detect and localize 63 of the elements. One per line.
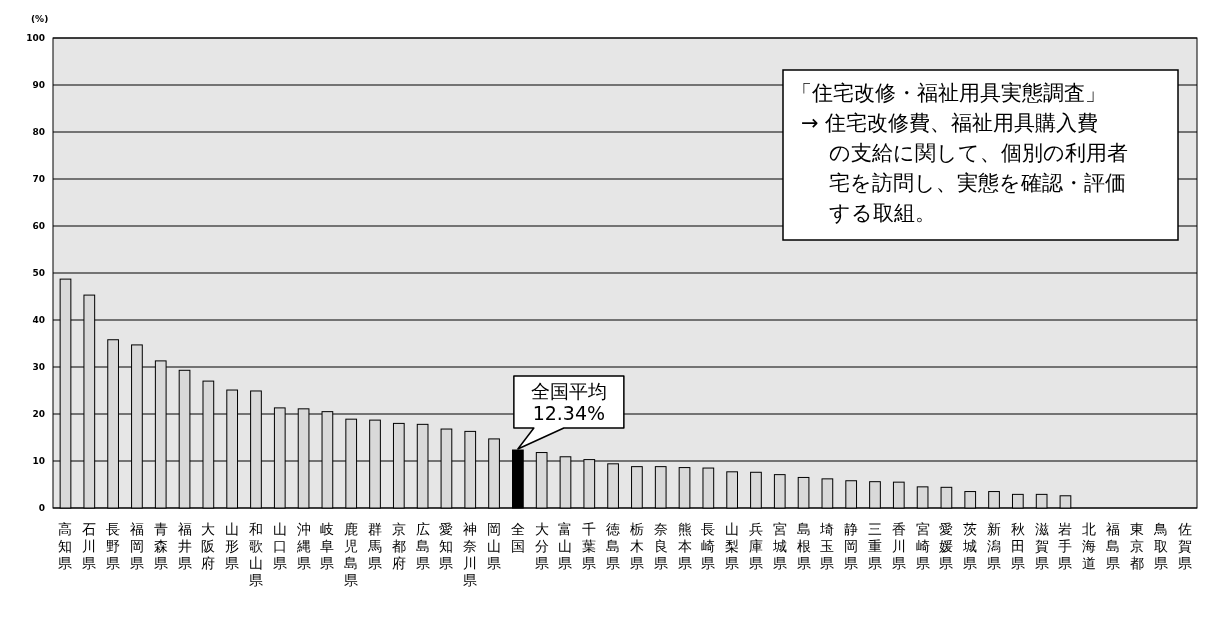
x-tick-label: 愛知県: [439, 521, 454, 571]
x-tick-label: 岡山県: [487, 521, 502, 571]
x-tick-label: 鳥取県: [1152, 521, 1168, 571]
y-tick-label: 90: [32, 80, 45, 90]
x-tick-label: 和歌山県: [248, 521, 263, 588]
x-tick-label: 石川県: [82, 521, 97, 571]
x-tick-label: 京都府: [391, 521, 406, 571]
y-tick-label: 0: [38, 503, 45, 513]
x-tick-label: 滋賀県: [1034, 521, 1049, 571]
x-tick-label: 大分県: [534, 521, 549, 571]
x-tick-label: 佐賀県: [1177, 521, 1192, 571]
y-tick-label: 30: [32, 362, 45, 372]
x-tick-label: 群馬県: [367, 521, 383, 571]
annotation: 「住宅改修・福祉用具実態調査」: [791, 81, 1106, 105]
x-tick-label: 東京都: [1129, 521, 1144, 571]
y-tick-label: 100: [26, 33, 45, 43]
x-tick-label: 福島県: [1106, 521, 1121, 571]
x-tick-label: 愛媛県: [939, 521, 954, 571]
x-tick-label: 福岡県: [129, 521, 144, 571]
y-tick-label: 60: [32, 221, 45, 231]
x-tick-label: 神奈川県: [463, 521, 478, 588]
y-tick-label: 80: [32, 127, 45, 137]
x-tick-label: 宮崎県: [915, 521, 930, 571]
x-tick-label: 奈良県: [653, 521, 668, 571]
x-tick-label: 鹿児島県: [344, 521, 359, 588]
x-tick-label: 徳島県: [606, 521, 621, 571]
x-tick-label: 岐阜県: [320, 521, 335, 571]
x-tick-label: 岩手県: [1058, 521, 1073, 571]
x-tick-label: 静岡県: [844, 521, 859, 571]
y-axis-title: (%): [31, 14, 49, 24]
x-tick-label: 青森県: [153, 521, 168, 571]
x-tick-label: 新潟県: [987, 521, 1002, 571]
x-tick-label: 宮城県: [771, 521, 787, 571]
x-tick-label: 長野県: [106, 521, 121, 571]
y-tick-label: 70: [32, 174, 45, 184]
x-tick-label: 高知県: [58, 521, 73, 571]
x-tick-label: 熊本県: [677, 521, 692, 571]
x-tick-label: 全国: [510, 521, 525, 554]
annotation: 全国平均 12.34%: [530, 380, 607, 424]
x-tick-label: 島根県: [796, 521, 811, 571]
y-tick-label: 50: [32, 268, 45, 278]
x-tick-label: 沖縄県: [295, 521, 311, 571]
x-tick-label: 埼玉県: [819, 521, 835, 571]
x-tick-label: 長崎県: [701, 521, 716, 571]
x-tick-label: 栃木県: [629, 521, 644, 571]
x-tick-label: 大阪府: [201, 521, 216, 571]
x-tick-label: 三重県: [867, 521, 882, 571]
x-tick-label: 広島県: [415, 521, 430, 571]
x-tick-label: 福井県: [177, 521, 192, 571]
x-tick-label: 香川県: [891, 521, 906, 571]
x-tick-label: 千葉県: [582, 521, 597, 571]
y-tick-label: 40: [32, 315, 45, 325]
annotation: → 住宅改修費、福祉用具購入費の支給に関して、個別の利用者宅を訪問し、実態を確認・評価する取組。: [801, 111, 1128, 225]
x-tick-label: 秋田県: [1010, 521, 1025, 571]
x-tick-label: 山口県: [272, 521, 287, 571]
y-tick-label: 10: [32, 456, 45, 466]
x-tick-label: 茨城県: [962, 521, 978, 571]
x-tick-label: 兵庫県: [748, 521, 763, 571]
x-tick-label: 富山県: [558, 521, 573, 571]
x-tick-label: 山梨県: [725, 521, 740, 571]
x-tick-label: 北海道: [1082, 521, 1097, 571]
x-tick-label: 山形県: [225, 521, 240, 571]
y-tick-label: 20: [32, 409, 45, 419]
